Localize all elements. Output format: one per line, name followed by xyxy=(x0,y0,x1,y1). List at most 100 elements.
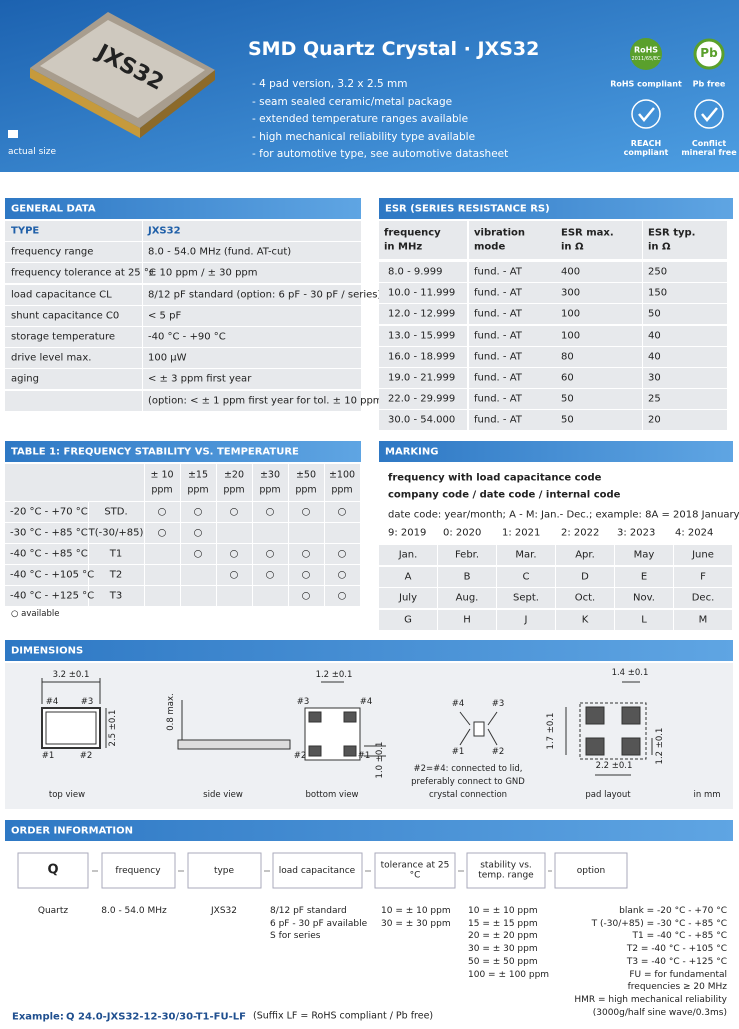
param-value: 8.0 - 54.0 MHz (fund. AT-cut) xyxy=(148,246,292,258)
pin-label: #2 xyxy=(293,751,307,762)
cell-bg xyxy=(181,464,216,501)
cell-bg xyxy=(643,304,727,325)
month-code: Sept. xyxy=(513,592,539,604)
year-code: 2: 2022 xyxy=(561,527,600,539)
cell-bg xyxy=(325,565,360,585)
cell-bg xyxy=(469,410,556,431)
cell-bg xyxy=(253,502,288,522)
cell-bg xyxy=(5,464,144,501)
temp-code: T3 xyxy=(109,590,123,602)
param-value: -40 °C - +90 °C xyxy=(148,331,226,343)
esr-cell: 30 xyxy=(648,372,661,384)
marking-line: company code / date code / internal code xyxy=(388,489,621,501)
cell-bg xyxy=(89,586,144,606)
cell-bg xyxy=(217,502,252,522)
connection-note: crystal connection xyxy=(428,790,508,801)
param-value: 8/12 pF standard (option: 6 pF - 30 pF /… xyxy=(148,288,382,300)
esr-cell: 80 xyxy=(561,351,574,363)
cell-bg xyxy=(253,565,288,585)
month-code: L xyxy=(641,613,647,625)
view-caption: bottom view xyxy=(305,790,359,801)
cell-bg xyxy=(143,305,361,326)
order-option: 20 = ± 20 ppm xyxy=(468,931,538,942)
month-code: Dec. xyxy=(691,592,715,604)
cell-bg xyxy=(5,221,142,241)
order-option: frequencies ≥ 20 MHz xyxy=(627,982,727,993)
param-value: (option: < ± 1 ppm first year for tol. ±… xyxy=(148,394,387,406)
order-box-label: frequency xyxy=(115,865,161,876)
order-option: T3 = -40 °C - +125 °C xyxy=(626,956,727,967)
esr-cell: fund. - AT xyxy=(474,287,522,299)
order-option: FU = for fundamental xyxy=(629,969,727,980)
column-header: mode xyxy=(474,241,506,253)
conflict-icon xyxy=(694,99,724,129)
cell-bg xyxy=(5,523,88,543)
cell-bg xyxy=(89,523,144,543)
availability: ○ xyxy=(229,569,239,581)
cell-bg xyxy=(379,325,467,346)
temp-code: STD. xyxy=(104,506,128,518)
column-header: ±20 xyxy=(223,469,245,481)
pin-label: #2 xyxy=(491,747,505,758)
temp-range: -40 °C - +125 °C xyxy=(10,590,95,602)
availability: ○ xyxy=(193,506,203,518)
section-bar xyxy=(5,441,361,462)
cell-bg xyxy=(253,586,288,606)
cell-bg xyxy=(643,221,727,259)
cell-bg xyxy=(674,545,732,565)
section-title: ESR (SERIES RESISTANCE RS) xyxy=(385,203,550,215)
badge-label: REACH compliant xyxy=(623,138,669,157)
order-option: 30 = ± 30 ppm xyxy=(468,943,538,954)
param-value: JXS32 xyxy=(148,225,181,237)
availability: ○ xyxy=(265,569,275,581)
year-code: 1: 2021 xyxy=(502,527,541,539)
order-option: 10 = ± 10 ppm xyxy=(468,905,538,916)
param-label: shunt capacitance C0 xyxy=(11,310,120,322)
cell-bg xyxy=(556,609,614,630)
cell-bg xyxy=(615,566,673,587)
reach-icon xyxy=(631,99,661,129)
cell-bg xyxy=(289,565,324,585)
param-label: frequency range xyxy=(11,246,94,258)
cell-bg xyxy=(497,545,555,565)
section-title: TABLE 1: FREQUENCY STABILITY VS. TEMPERA… xyxy=(11,446,299,458)
month-code: Nov. xyxy=(633,592,655,604)
temp-range: -20 °C - +70 °C xyxy=(10,506,88,518)
cell-bg xyxy=(379,283,467,304)
cell-bg xyxy=(379,221,467,259)
section-title: GENERAL DATA xyxy=(11,203,96,215)
cell-bg xyxy=(469,346,556,367)
cell-bg xyxy=(143,221,361,241)
view-caption: pad layout xyxy=(585,790,631,801)
column-header: ppm xyxy=(331,484,353,496)
cell-bg xyxy=(469,262,556,282)
crystal-lid xyxy=(40,20,205,118)
cell-bg xyxy=(5,565,88,585)
pin-label: #3 xyxy=(296,697,310,708)
cell-bg xyxy=(143,369,361,390)
pin-label: #4 xyxy=(451,699,465,710)
cell-bg xyxy=(325,586,360,606)
pin-label: #2 xyxy=(79,751,93,762)
cell-bg xyxy=(379,545,437,565)
param-value: ± 10 ppm / ± 30 ppm xyxy=(148,267,258,279)
cell-bg xyxy=(556,283,642,304)
esr-cell: 16.0 - 18.999 xyxy=(388,351,456,363)
month-code: E xyxy=(640,570,648,582)
cell-bg xyxy=(643,346,727,367)
availability: ○ xyxy=(301,569,311,581)
cell-bg xyxy=(181,565,216,585)
param-value: 100 µW xyxy=(148,352,187,364)
order-option: 8.0 - 54.0 MHz xyxy=(101,905,167,916)
feature: - extended temperature ranges available xyxy=(252,112,469,125)
order-option: Quartz xyxy=(37,905,69,916)
cell-bg xyxy=(438,609,496,630)
esr-cell: 150 xyxy=(648,287,668,299)
cell-bg xyxy=(379,304,467,325)
month-code: A xyxy=(404,570,412,582)
temp-range: -40 °C - +85 °C xyxy=(10,548,88,560)
order-option: T (-30/+85) = -30 °C - +85 °C xyxy=(591,918,727,929)
cell-bg xyxy=(5,369,142,390)
crystal-side xyxy=(30,68,140,138)
